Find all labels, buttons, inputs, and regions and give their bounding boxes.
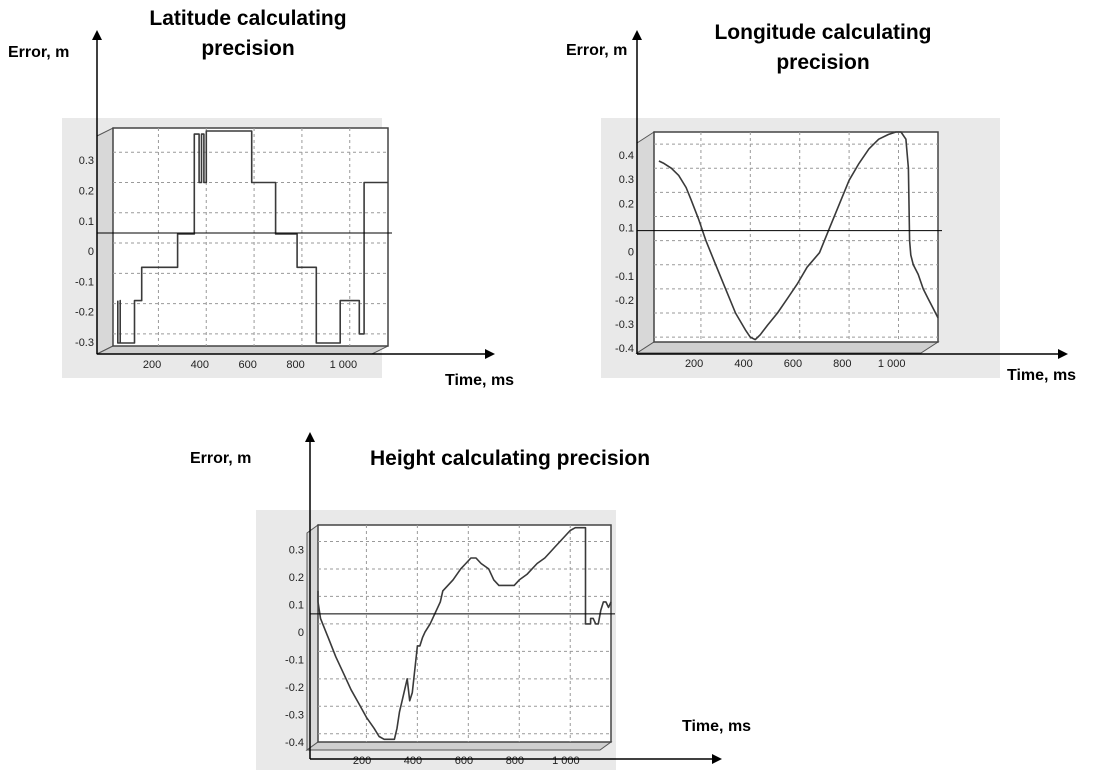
chart-2-y-tick-label: -0.4	[615, 343, 634, 355]
chart-1-x-tick-label: 200	[143, 359, 161, 371]
chart-3-y-tick-label: -0.2	[285, 682, 304, 694]
chart-1-plot-area	[112, 127, 389, 347]
chart-3-y-tick-label: 0	[298, 627, 304, 639]
chart-3-side-wall	[306, 524, 319, 751]
chart-3-x-tick-label: 400	[404, 755, 422, 767]
chart-3-title-line-1: Height calculating precision	[369, 447, 651, 470]
chart-1-y-tick-label: 0	[88, 246, 94, 258]
chart-2-x-axis-label: Time, ms	[1007, 367, 1077, 384]
chart-1-y-axis-label: Error, m	[8, 44, 70, 61]
chart-1-y-tick-label: 0.1	[79, 216, 94, 228]
chart-3-y-tick-label: 0.3	[289, 544, 304, 556]
chart-1-y-tick-label: -0.2	[75, 307, 94, 319]
chart-3-x-tick-label: 800	[506, 755, 524, 767]
chart-1-y-tick-label: 0.2	[79, 186, 94, 198]
chart-2-y-tick-label: 0.3	[619, 174, 634, 186]
chart-3-y-tick-label: 0.1	[289, 599, 304, 611]
chart-1-series-line	[117, 130, 388, 344]
chart-1-x-tick-label: 1 000	[330, 359, 358, 371]
chart-3-x-tick-label: 1 000	[552, 755, 580, 767]
chart-3-title: Height calculating precision	[350, 444, 670, 474]
chart-3-y-tick-label: -0.4	[285, 737, 304, 749]
chart-2-title: Longitude calculating precision	[693, 18, 953, 78]
chart-3-y-axis-label: Error, m	[190, 450, 252, 467]
chart-1-y-tick-label: -0.3	[75, 337, 94, 349]
chart-2-floor	[635, 341, 940, 354]
chart-1-y-tick-label: 0.3	[79, 155, 94, 167]
chart-2-side-wall	[636, 131, 655, 354]
chart-1-side-wall	[96, 127, 114, 355]
chart-2-y-tick-label: -0.1	[615, 271, 634, 283]
chart-2-x-tick-label: 400	[734, 358, 752, 370]
chart-2-plot-area	[653, 131, 939, 343]
chart-3-series-line	[317, 526, 612, 741]
chart-1-x-axis-label: Time, ms	[445, 372, 515, 389]
chart-2-y-tick-label: 0.2	[619, 198, 634, 210]
chart-1-title-line-2: precision	[201, 37, 295, 60]
chart-3-x-axis-label: Time, ms	[682, 718, 752, 735]
chart-2-x-tick-label: 800	[833, 358, 851, 370]
chart-3-floor	[305, 741, 613, 751]
chart-2-y-tick-label: 0.4	[619, 150, 634, 162]
chart-1-title: Latitude calculating precision	[118, 4, 378, 64]
chart-3-y-tick-label: -0.1	[285, 654, 304, 666]
chart-2-x-tick-label: 600	[784, 358, 802, 370]
chart-1-x-tick-label: 400	[191, 359, 209, 371]
chart-2-title-line-2: precision	[776, 51, 870, 74]
chart-3-y-tick-label: -0.3	[285, 709, 304, 721]
chart-2-y-axis-label: Error, m	[566, 42, 628, 59]
chart-2-y-tick-label: 0	[628, 247, 634, 259]
chart-1-x-tick-label: 600	[239, 359, 257, 371]
chart-2-series-line	[658, 131, 939, 341]
chart-3-y-tick-label: 0.2	[289, 572, 304, 584]
chart-1-title-line-1: Latitude calculating	[149, 7, 347, 30]
chart-2-y-tick-label: 0.1	[619, 222, 634, 234]
chart-2-y-tick-label: -0.3	[615, 319, 634, 331]
chart-3-x-tick-label: 200	[353, 755, 371, 767]
chart-1-y-tick-label: -0.1	[75, 276, 94, 288]
chart-2-title-line-1: Longitude calculating	[714, 21, 932, 44]
chart-2-x-tick-label: 200	[685, 358, 703, 370]
chart-2-x-tick-label: 1 000	[878, 358, 906, 370]
chart-1-floor	[96, 345, 389, 355]
chart-1-x-tick-label: 800	[286, 359, 304, 371]
chart-2-y-tick-label: -0.2	[615, 295, 634, 307]
chart-3-x-tick-label: 600	[455, 755, 473, 767]
